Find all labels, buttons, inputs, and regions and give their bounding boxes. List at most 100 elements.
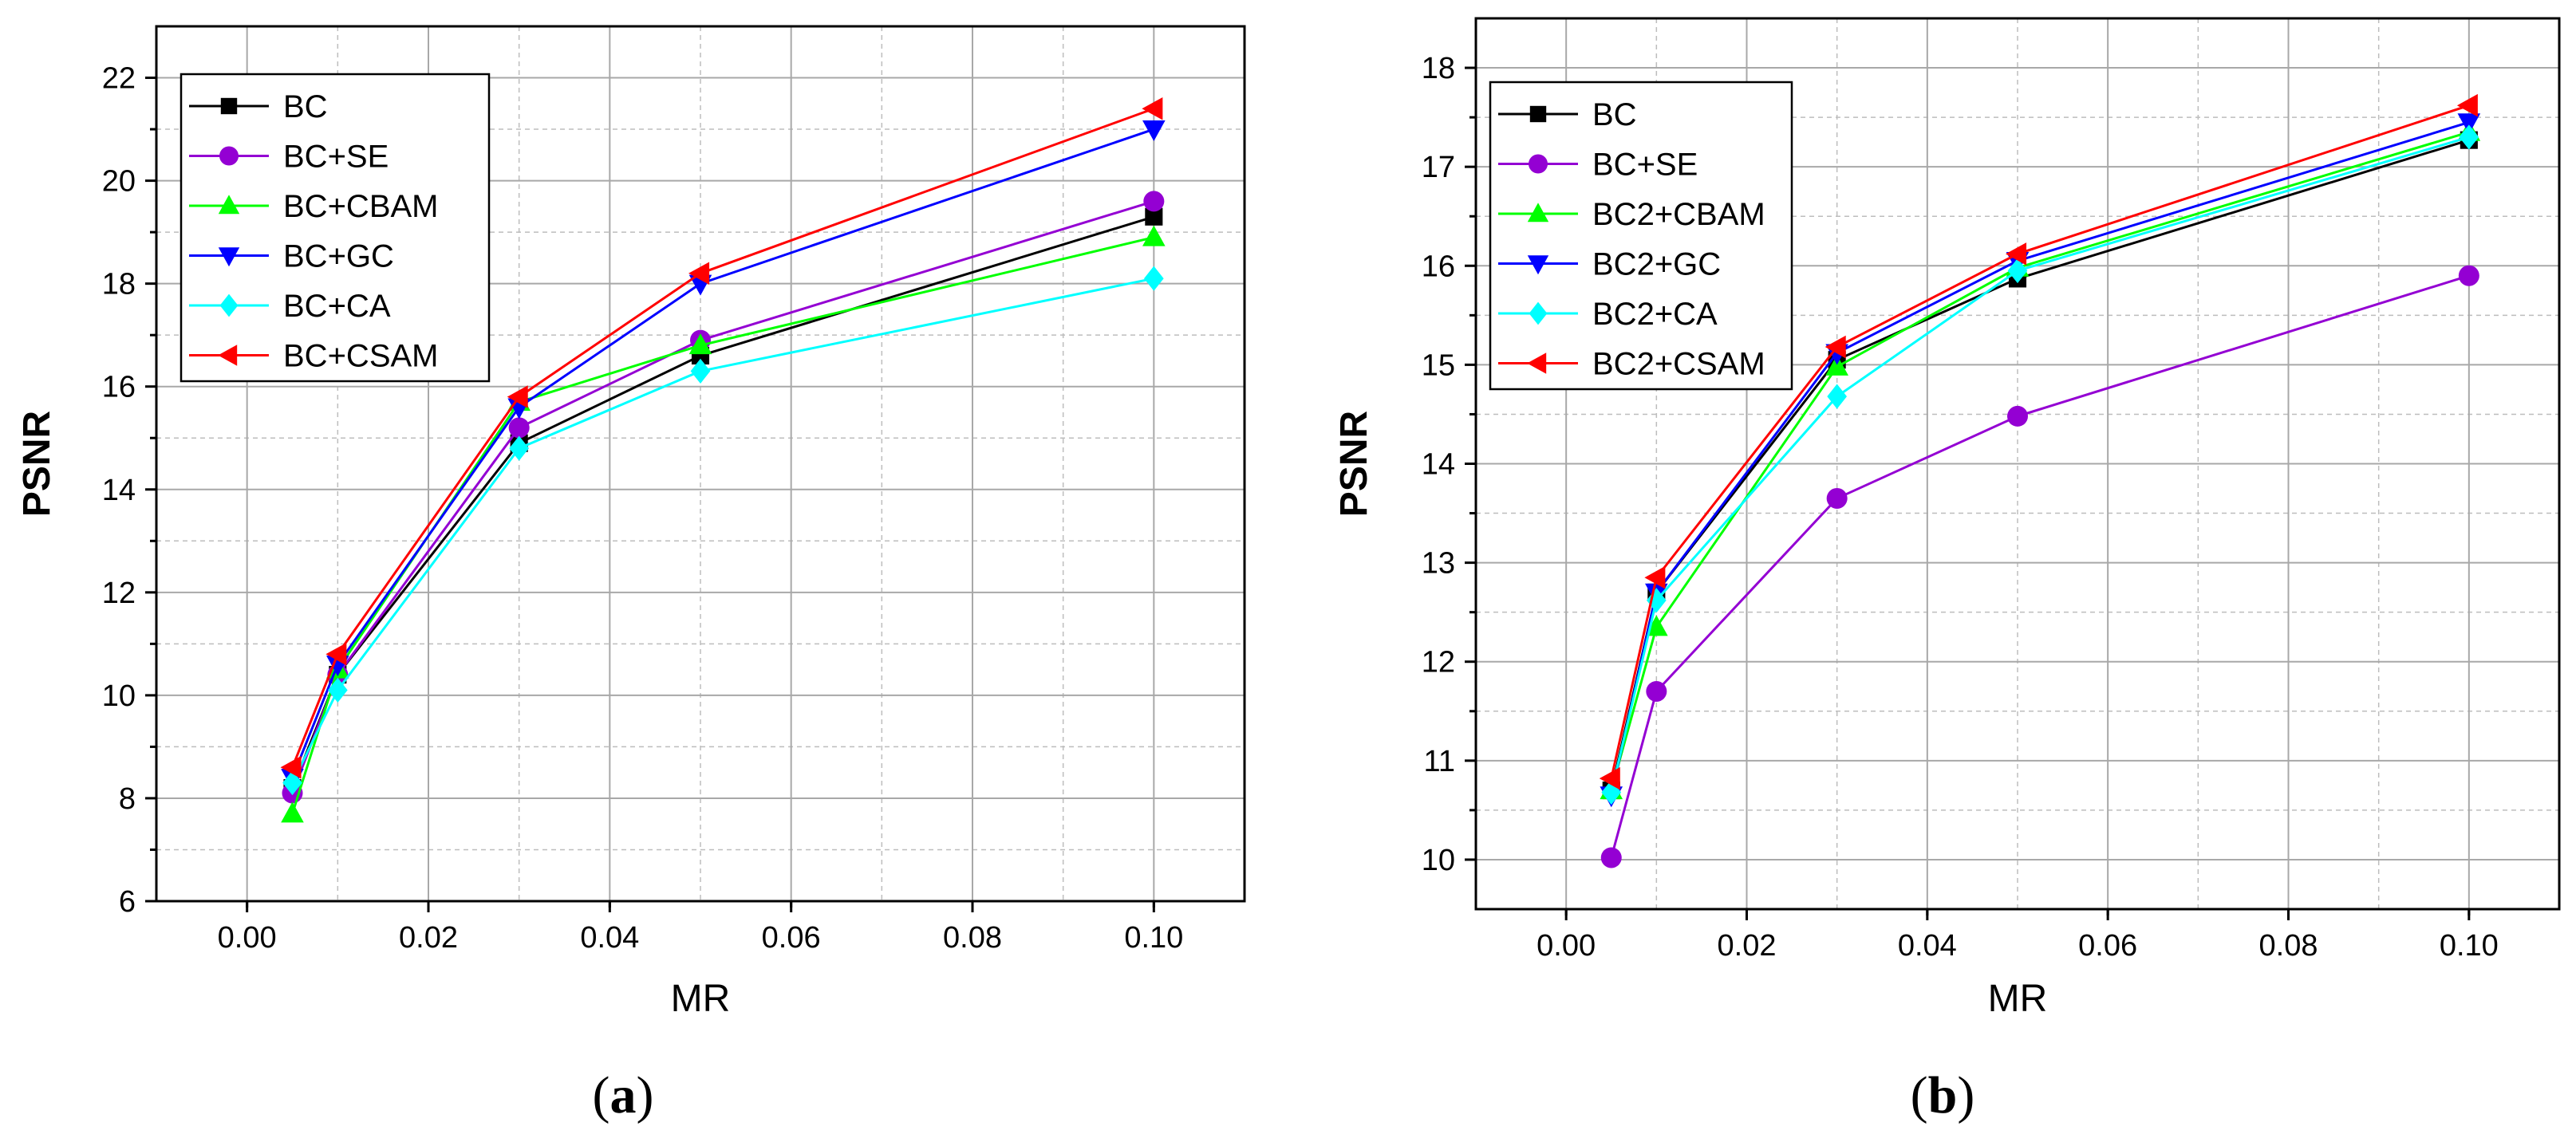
y-axis-title: PSNR (16, 411, 58, 517)
y-tick-label: 10 (102, 679, 136, 713)
legend-marker (219, 146, 239, 166)
y-tick-label: 14 (1422, 448, 1455, 482)
y-tick-label: 6 (119, 885, 136, 919)
data-point (507, 385, 528, 408)
legend-item: BC2+GC (1498, 247, 1721, 282)
series-bc-plus-csam (280, 96, 1163, 779)
tick-marks (1465, 66, 2471, 920)
series-bc2-plus-csam (1599, 93, 2478, 790)
data-point (1826, 487, 1848, 509)
legend-item: BC (189, 89, 328, 124)
legend-item: BC+SE (189, 140, 389, 175)
y-tick-label: 16 (102, 371, 136, 404)
plot-frame (155, 25, 1246, 903)
data-point (327, 677, 348, 703)
legend-marker (219, 293, 239, 317)
y-tick-label: 12 (1422, 646, 1455, 679)
legend-item: BC+CA (189, 289, 391, 324)
x-tick-label: 0.00 (1537, 929, 1596, 963)
data-point (2007, 405, 2028, 427)
x-axis-title: MR (1988, 978, 2048, 1020)
data-point (2006, 242, 2027, 266)
x-axis-title: MR (671, 978, 731, 1020)
data-point (2457, 113, 2481, 135)
legend-box (1489, 81, 1793, 391)
legend-marker (218, 247, 240, 267)
y-tick-label: 17 (1422, 151, 1455, 184)
data-point (2458, 265, 2479, 286)
y-tick-label: 14 (102, 474, 136, 507)
legend-item: BC+SE (1498, 148, 1698, 183)
legend-item: BC2+CA (1498, 297, 1718, 332)
x-tick-label: 0.10 (1124, 921, 1183, 955)
x-tick-label: 0.06 (2078, 929, 2137, 963)
x-tick-label: 0.04 (1898, 929, 1957, 963)
legend-marker (220, 97, 238, 115)
x-tick-label: 0.02 (1718, 929, 1777, 963)
y-tick-label: 13 (1422, 547, 1455, 581)
legend-marker (218, 345, 238, 366)
y-tick-label: 20 (102, 165, 136, 199)
caption-open: ( (1911, 1066, 1928, 1124)
major-gridlines (156, 26, 1245, 901)
data-point (1644, 565, 1666, 589)
legend-label: BC+GC (283, 239, 394, 274)
data-point (688, 262, 710, 286)
x-tick-label: 0.08 (943, 921, 1002, 955)
data-point (325, 642, 347, 666)
data-point (1142, 120, 1166, 142)
data-point (2459, 124, 2479, 150)
data-point (281, 801, 304, 823)
data-point (1646, 680, 1667, 702)
y-tick-label: 12 (102, 577, 136, 610)
y-tick-label: 18 (102, 268, 136, 301)
legend-marker (1529, 301, 1548, 325)
legend-label: BC2+GC (1592, 247, 1721, 282)
x-tick-label: 0.06 (762, 921, 821, 955)
x-tick-label: 0.00 (218, 921, 277, 955)
y-tick-label: 16 (1422, 250, 1455, 283)
data-point (1143, 191, 1165, 212)
data-point (1599, 766, 1620, 790)
y-tick-label: 8 (119, 782, 136, 816)
y-tick-label: 10 (1422, 844, 1455, 877)
legend-item: BC2+CBAM (1498, 197, 1765, 232)
x-tick-label: 0.10 (2440, 929, 2499, 963)
legend-label: BC+SE (1592, 148, 1698, 183)
data-point (1601, 779, 1622, 805)
data-point (690, 358, 711, 384)
tick-marks (145, 77, 1155, 912)
x-tick-label: 0.04 (580, 921, 639, 955)
caption-open: ( (593, 1066, 610, 1124)
data-point (1143, 266, 1164, 291)
legend-item: BC (1498, 97, 1637, 132)
legend-item: BC2+CSAM (1498, 347, 1765, 382)
legend-label: BC2+CA (1592, 297, 1718, 332)
data-point (2007, 258, 2028, 284)
data-point (1827, 384, 1848, 409)
data-point (1825, 335, 1846, 359)
chart-panel-a: 0.00 0.02 0.04 0.06 0.08 0.10 6 8 10 12 14 16 18 20 22… (16, 25, 1246, 1124)
caption-close: ) (637, 1066, 654, 1124)
chart-panel-b: 0.00 0.02 0.04 0.06 0.08 0.10 10 11 12 13 14 15 16 17… (1333, 17, 2561, 1124)
x-tick-label: 0.02 (399, 921, 458, 955)
x-tick-label: 0.08 (2259, 929, 2318, 963)
legend-box (179, 73, 491, 383)
legend-marker (1527, 352, 1547, 374)
y-tick-label: 18 (1422, 52, 1455, 85)
data-point (509, 435, 530, 461)
legend: BC BC+SE BC+CBAM BC+GC BC+CA BC+CSAM (179, 73, 491, 383)
y-tick-label: 11 (1424, 745, 1455, 778)
y-axis-title: PSNR (1333, 411, 1375, 517)
legend-marker (218, 195, 240, 215)
legend-label: BC+CSAM (283, 339, 439, 374)
legend-marker (1529, 105, 1547, 123)
data-point (1645, 615, 1668, 636)
legend-label: BC (1592, 97, 1637, 132)
legend-item: BC+GC (189, 239, 394, 274)
legend-marker (1527, 203, 1549, 222)
data-point (508, 417, 530, 439)
legend: BC BC+SE BC2+CBAM BC2+GC BC2+CA BC2+CSAM (1489, 81, 1793, 391)
data-point (1145, 207, 1163, 226)
